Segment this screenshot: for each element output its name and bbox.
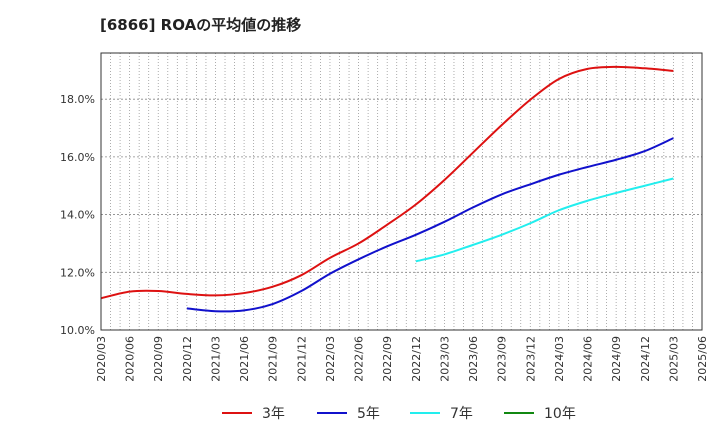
y-tick-label: 18.0%: [60, 93, 95, 106]
x-tick-label: 2020/06: [124, 336, 137, 382]
plot-frame: [100, 52, 703, 331]
x-tick-label: 2022/03: [324, 336, 337, 382]
y-tick-label: 16.0%: [60, 151, 95, 164]
chart-title: [6866] ROAの平均値の推移: [100, 16, 302, 34]
legend-label: 10年: [544, 406, 576, 422]
y-tick-label: 12.0%: [60, 266, 95, 279]
x-tick-label: 2022/12: [410, 336, 423, 382]
x-tick-label: 2023/12: [524, 336, 537, 382]
x-tick-label: 2025/03: [667, 336, 680, 382]
x-tick-label: 2024/03: [553, 336, 566, 382]
x-tick-label: 2022/09: [381, 336, 394, 382]
x-axis: 2020/03 2020/06 2020/09 2020/12 2021/03 2021/…: [95, 336, 709, 382]
x-tick-label: 2020/03: [95, 336, 108, 382]
grid: [101, 53, 702, 330]
x-tick-label: 2021/12: [295, 336, 308, 382]
x-tick-label: 2022/06: [353, 336, 366, 382]
x-tick-label: 2020/12: [181, 336, 194, 382]
y-tick-label: 10.0%: [60, 324, 95, 337]
series-line: [186, 137, 674, 313]
series-line: [100, 65, 674, 300]
x-tick-label: 2023/03: [438, 336, 451, 382]
series-line: [415, 177, 674, 263]
x-tick-label: 2020/09: [152, 336, 165, 382]
x-tick-label: 2023/06: [467, 336, 480, 382]
x-tick-label: 2024/12: [639, 336, 652, 382]
x-tick-label: 2023/09: [496, 336, 509, 382]
y-tick-label: 14.0%: [60, 209, 95, 222]
x-tick-label: 2021/06: [238, 336, 251, 382]
legend-label: 5年: [357, 406, 380, 422]
x-tick-label: 2024/06: [582, 336, 595, 382]
x-tick-label: 2021/03: [209, 336, 222, 382]
legend: 3年 5年 7年 10年: [222, 406, 576, 422]
x-tick-label: 2024/09: [610, 336, 623, 382]
series-layer: [100, 65, 674, 313]
y-axis: 10.0% 12.0% 14.0% 16.0% 18.0%: [60, 93, 95, 337]
legend-label: 7年: [450, 406, 473, 422]
x-tick-label: 2025/06: [696, 336, 709, 382]
x-tick-label: 2021/09: [267, 336, 280, 382]
legend-label: 3年: [262, 406, 285, 422]
